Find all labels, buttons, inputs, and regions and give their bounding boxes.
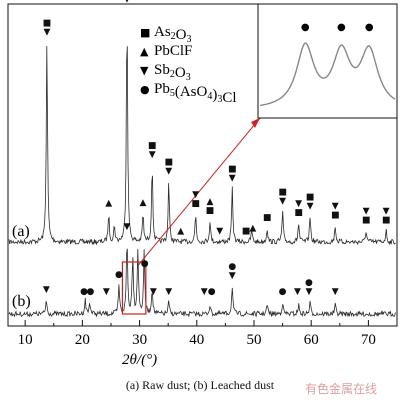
phase-marker: ▼ [43, 285, 50, 295]
phase-marker: ■ [382, 215, 391, 225]
x-axis-label: 2θ/(°) [122, 352, 157, 368]
phase-marker: ● [86, 287, 94, 297]
phase-marker: ■ [331, 211, 340, 221]
zoom-arrowhead [251, 118, 260, 128]
zoom-connector [138, 117, 261, 266]
phase-marker: ● [305, 278, 313, 288]
phase-marker: ● [208, 287, 216, 297]
legend: ■ As2O3 ▲ PbClF ▼ Sb2O3 ● Pb5(AsO4)3Cl [140, 24, 237, 106]
phase-marker: ■ [206, 206, 215, 216]
phase-marker: ▼ [201, 287, 208, 297]
phase-marker: ▼ [165, 287, 172, 297]
phase-marker: ▲ [177, 227, 184, 237]
phase-marker: ■ [191, 199, 200, 209]
phase-marker: ▼ [124, 222, 131, 232]
inset-marker: ● [365, 22, 374, 33]
plot-frame [7, 3, 398, 327]
phase-marker: ■ [242, 227, 251, 237]
phase-marker: ▼ [383, 206, 390, 216]
figure-caption: (a) Raw dust; (b) Leached dust [125, 378, 275, 392]
phase-marker: ■ [43, 18, 52, 28]
legend-label: As2O3 [154, 24, 192, 45]
phase-marker: ▼ [363, 206, 370, 216]
legend-label: Sb2O3 [154, 62, 191, 83]
phase-marker: ■ [148, 141, 157, 151]
phase-marker: ▲ [249, 223, 256, 233]
series-label: (a) [12, 223, 30, 240]
phase-marker: ● [141, 259, 149, 269]
phase-marker: ■ [278, 188, 287, 198]
legend-symbol: ▲ [140, 45, 149, 58]
axes: 10 20 30 40 50 60 70 2θ/(°) [7, 3, 398, 368]
legend-label: PbClF [154, 43, 192, 59]
phase-marker: ■ [362, 215, 371, 225]
inset-trace [259, 42, 396, 107]
phase-marker: ▲ [206, 197, 213, 207]
phase-marker: ▼ [165, 166, 172, 176]
phase-marker: ▲ [105, 198, 112, 208]
x-tick-label: 70 [361, 332, 376, 348]
series-trace-b [8, 248, 396, 318]
phase-marker: ■ [263, 213, 272, 223]
phase-marker: ▼ [307, 201, 314, 211]
phase-marker: ▼ [43, 27, 50, 37]
legend-symbol: ■ [140, 26, 150, 39]
watermark: 有色金属在线 [305, 382, 378, 396]
x-tick-label: 50 [246, 332, 261, 348]
inset: ● ● ● [257, 3, 398, 119]
x-tick-label: 40 [189, 332, 204, 348]
inset-marker: ● [337, 22, 346, 33]
phase-marker: ▼ [279, 197, 286, 207]
phase-marker: ▼ [150, 287, 157, 297]
inset-marker: ● [301, 22, 310, 33]
x-tick-label: 30 [132, 332, 147, 348]
legend-symbol: ▼ [140, 64, 149, 77]
zoom-region [121, 261, 147, 315]
x-tick-label: 60 [304, 332, 319, 348]
phase-marker: ▼ [332, 287, 339, 297]
phase-markers: ▼■▲▼■▲▼■▼■▲■▼■▲▼▼■■▲■▼■■▼▼■■▼■▼■▼▼●●▼●▼●… [43, 0, 391, 297]
phase-marker: ▼ [124, 0, 131, 5]
x-tick-label: 20 [75, 332, 90, 348]
phase-marker: ● [80, 287, 88, 297]
legend-label: Pb5(AsO4)3Cl [154, 81, 237, 106]
series-label: (b) [12, 293, 31, 310]
phase-marker: ▼ [295, 199, 302, 209]
phase-marker: ■ [228, 165, 237, 175]
phase-marker: ▼ [216, 227, 223, 237]
phase-marker: ■ [306, 192, 315, 202]
traces: (a) (b) [8, 46, 396, 318]
phase-marker: ▼ [192, 190, 199, 200]
legend-symbol: ● [140, 83, 150, 96]
phase-marker: ▼ [103, 287, 110, 297]
x-tick-label: 10 [18, 332, 33, 348]
phase-marker: ▼ [229, 174, 236, 184]
phase-marker: ● [279, 287, 287, 297]
phase-marker: ▼ [149, 150, 156, 160]
phase-marker: ■ [164, 157, 173, 167]
phase-marker: ▼ [294, 287, 301, 297]
phase-marker: ▼ [229, 271, 236, 281]
phase-marker: ▼ [305, 287, 312, 297]
phase-marker: ▲ [140, 198, 147, 208]
series-trace-a [8, 46, 396, 246]
phase-marker: ▼ [332, 202, 339, 212]
phase-marker: ● [115, 270, 123, 280]
phase-marker: ■ [294, 208, 303, 218]
inset-frame [257, 3, 398, 119]
phase-marker: ● [228, 262, 236, 272]
